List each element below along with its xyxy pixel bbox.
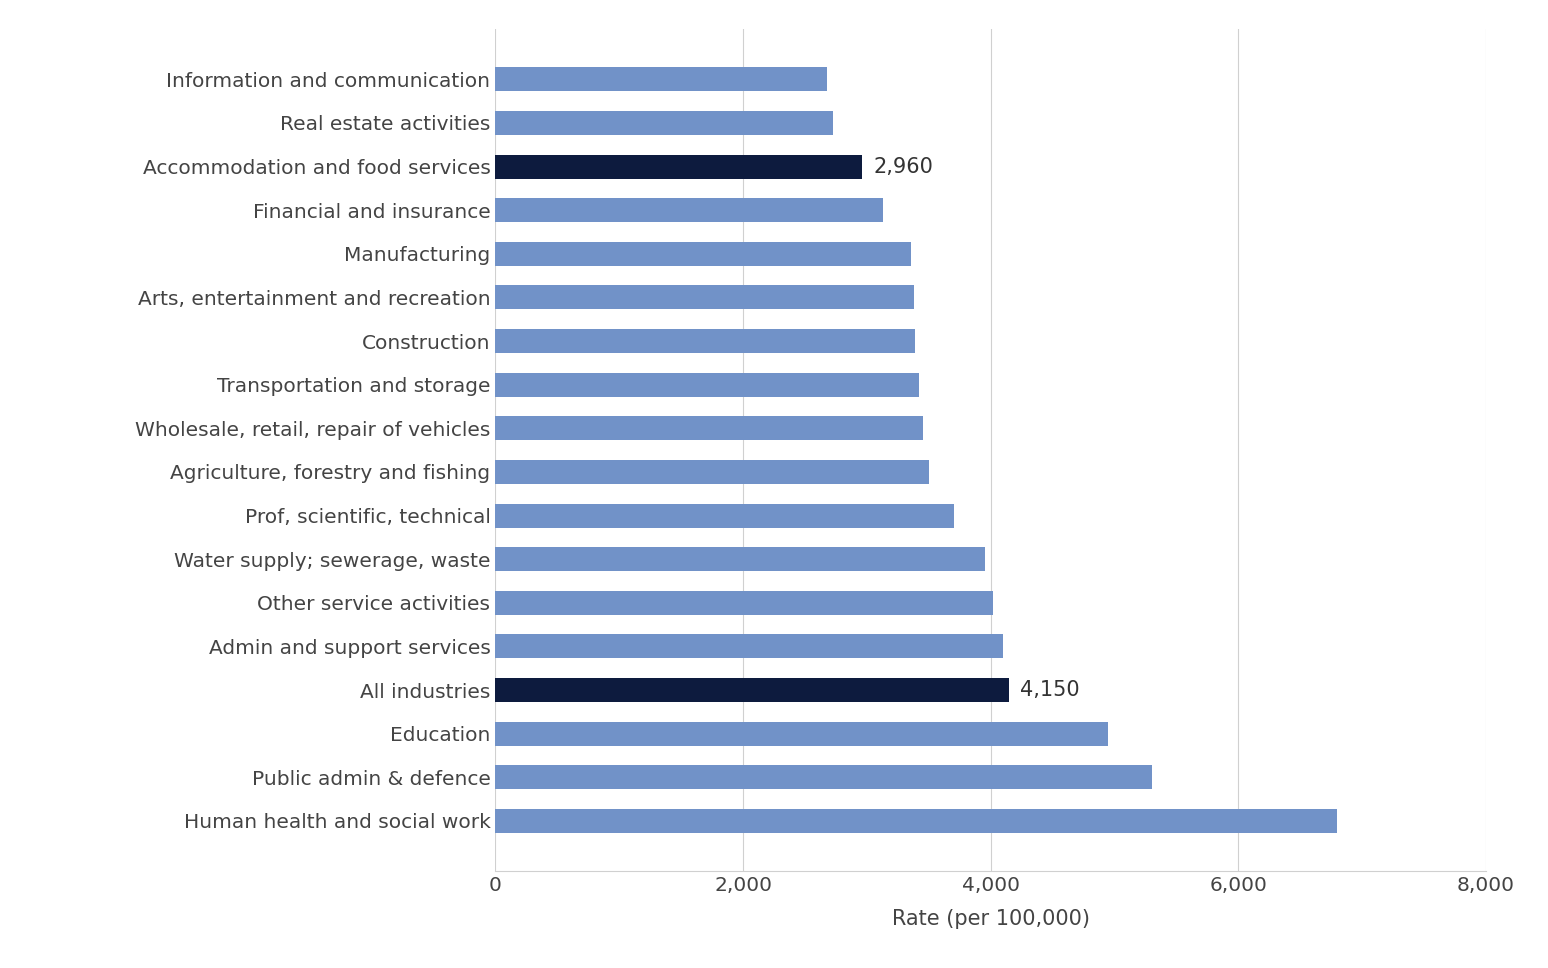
Bar [495,286,913,310]
Text: 2,960: 2,960 [873,157,933,176]
Bar [495,590,994,615]
Bar [495,809,1337,832]
Bar [495,111,833,135]
Bar [495,329,915,353]
Bar [495,416,923,440]
Bar [495,373,920,397]
Text: 4,150: 4,150 [1020,681,1081,700]
Bar [495,678,1009,702]
Bar [495,460,929,484]
Bar [495,547,985,571]
Bar [495,155,862,178]
Bar [495,766,1152,789]
Bar [495,242,912,266]
Bar [495,722,1108,745]
Bar [495,68,827,91]
X-axis label: Rate (per 100,000): Rate (per 100,000) [892,909,1090,929]
Bar [495,634,1003,658]
Bar [495,198,882,223]
Bar [495,503,954,528]
